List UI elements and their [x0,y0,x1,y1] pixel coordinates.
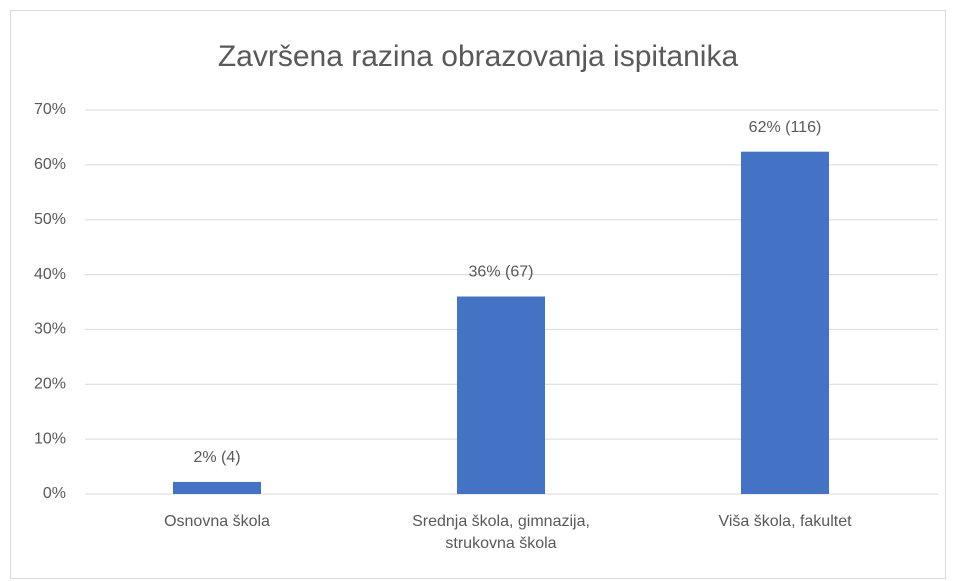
bar [172,481,262,494]
chart-title: Završena razina obrazovanja ispitanika [218,40,739,73]
x-tick-label: Osnovna škola [164,513,270,530]
y-tick-label: 10% [34,430,66,447]
y-tick-label: 70% [34,101,66,118]
x-tick-label: Srednja škola, gimnazija, strukovna škol… [412,513,590,552]
y-tick-label: 40% [34,266,66,283]
data-label: 62% (116) [749,119,822,136]
y-tick-label: 30% [34,321,66,338]
bar [456,296,546,494]
bar [740,151,830,495]
y-tick-label: 0% [43,485,66,502]
data-label: 36% (67) [469,264,534,281]
x-tick-label: Viša škola, fakultet [718,513,852,530]
y-tick-label: 20% [34,376,66,393]
y-tick-label: 60% [34,156,66,173]
y-tick-label: 50% [34,211,66,228]
data-label: 2% (4) [193,449,240,466]
